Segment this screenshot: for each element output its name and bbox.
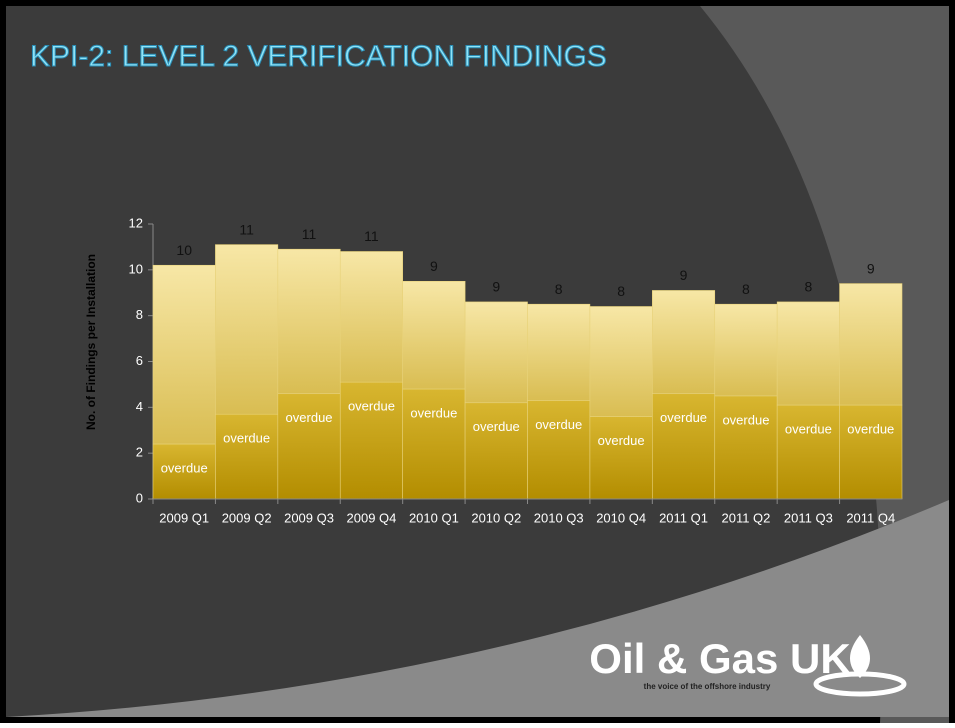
bar-segment <box>776 301 840 406</box>
segment-label: overdue <box>223 431 270 446</box>
bar-segment <box>776 404 840 500</box>
slide-title: KPI-2: LEVEL 2 VERIFICATION FINDINGS <box>30 40 607 73</box>
segment-label: overdue <box>722 412 769 427</box>
bar-segment <box>215 244 279 415</box>
x-tick-label: 2010 Q1 <box>409 510 459 525</box>
logo-tagline: the voice of the offshore industry <box>644 682 771 691</box>
y-tick-label: 6 <box>136 353 143 368</box>
bar-segment <box>339 381 403 500</box>
segment-label: overdue <box>161 460 208 475</box>
bar-segment <box>839 404 903 500</box>
logo-name: Oil & Gas UK <box>589 635 850 682</box>
bar-segment <box>714 395 778 500</box>
y-axis-label: No. of Findings per Installation <box>84 254 98 430</box>
y-tick-label: 10 <box>129 261 143 276</box>
bar-segment <box>152 264 216 445</box>
x-tick-label: 2010 Q2 <box>471 510 521 525</box>
segment-label: overdue <box>286 410 333 425</box>
x-tick-label: 2009 Q4 <box>347 510 397 525</box>
bar-segment <box>652 290 716 394</box>
total-label: 8 <box>742 281 750 297</box>
bar-segment <box>527 303 591 401</box>
total-label: 9 <box>680 267 688 283</box>
x-tick-label: 2009 Q2 <box>222 510 272 525</box>
x-tick-label: 2011 Q3 <box>784 510 833 525</box>
total-label: 11 <box>364 228 379 244</box>
segment-label: overdue <box>785 421 832 436</box>
bar-segment <box>215 413 279 500</box>
total-label: 8 <box>804 279 812 295</box>
bar-segment <box>277 248 341 394</box>
bar-segment <box>589 306 653 417</box>
segment-label: overdue <box>348 399 395 414</box>
bar-segment <box>589 416 653 500</box>
segment-label: overdue <box>847 421 894 436</box>
total-label: 9 <box>867 260 875 276</box>
bar-segment <box>277 393 341 500</box>
swoosh-light <box>6 500 949 717</box>
y-tick-label: 8 <box>136 307 143 322</box>
total-label: 8 <box>617 283 625 299</box>
y-tick-label: 0 <box>136 490 143 505</box>
segment-label: overdue <box>598 433 645 448</box>
total-label: 11 <box>239 221 254 237</box>
total-label: 10 <box>176 242 192 258</box>
bar-segment <box>464 301 528 404</box>
bar-segment <box>402 280 466 390</box>
x-tick-label: 2011 Q4 <box>846 510 895 525</box>
x-tick-label: 2009 Q3 <box>284 510 334 525</box>
segment-label: overdue <box>535 417 582 432</box>
x-tick-label: 2011 Q1 <box>659 510 708 525</box>
total-label: 9 <box>430 258 438 274</box>
y-tick-label: 4 <box>136 399 143 414</box>
x-tick-label: 2009 Q1 <box>159 510 209 525</box>
logo-drop <box>850 635 870 678</box>
x-tick-label: 2010 Q3 <box>534 510 584 525</box>
total-label: 9 <box>492 279 500 295</box>
segment-label: overdue <box>473 419 520 434</box>
x-tick-label: 2011 Q2 <box>721 510 770 525</box>
total-label: 11 <box>302 226 317 242</box>
bar-segment <box>339 251 403 383</box>
segment-label: overdue <box>410 405 457 420</box>
y-tick-label: 2 <box>136 445 143 460</box>
bar-segment <box>527 400 591 500</box>
bar-segment <box>714 303 778 397</box>
y-tick-label: 12 <box>129 215 143 230</box>
bar-segment <box>464 402 528 500</box>
bar-segment <box>839 283 903 406</box>
total-label: 8 <box>555 281 563 297</box>
x-tick-label: 2010 Q4 <box>596 510 646 525</box>
segment-label: overdue <box>660 410 707 425</box>
